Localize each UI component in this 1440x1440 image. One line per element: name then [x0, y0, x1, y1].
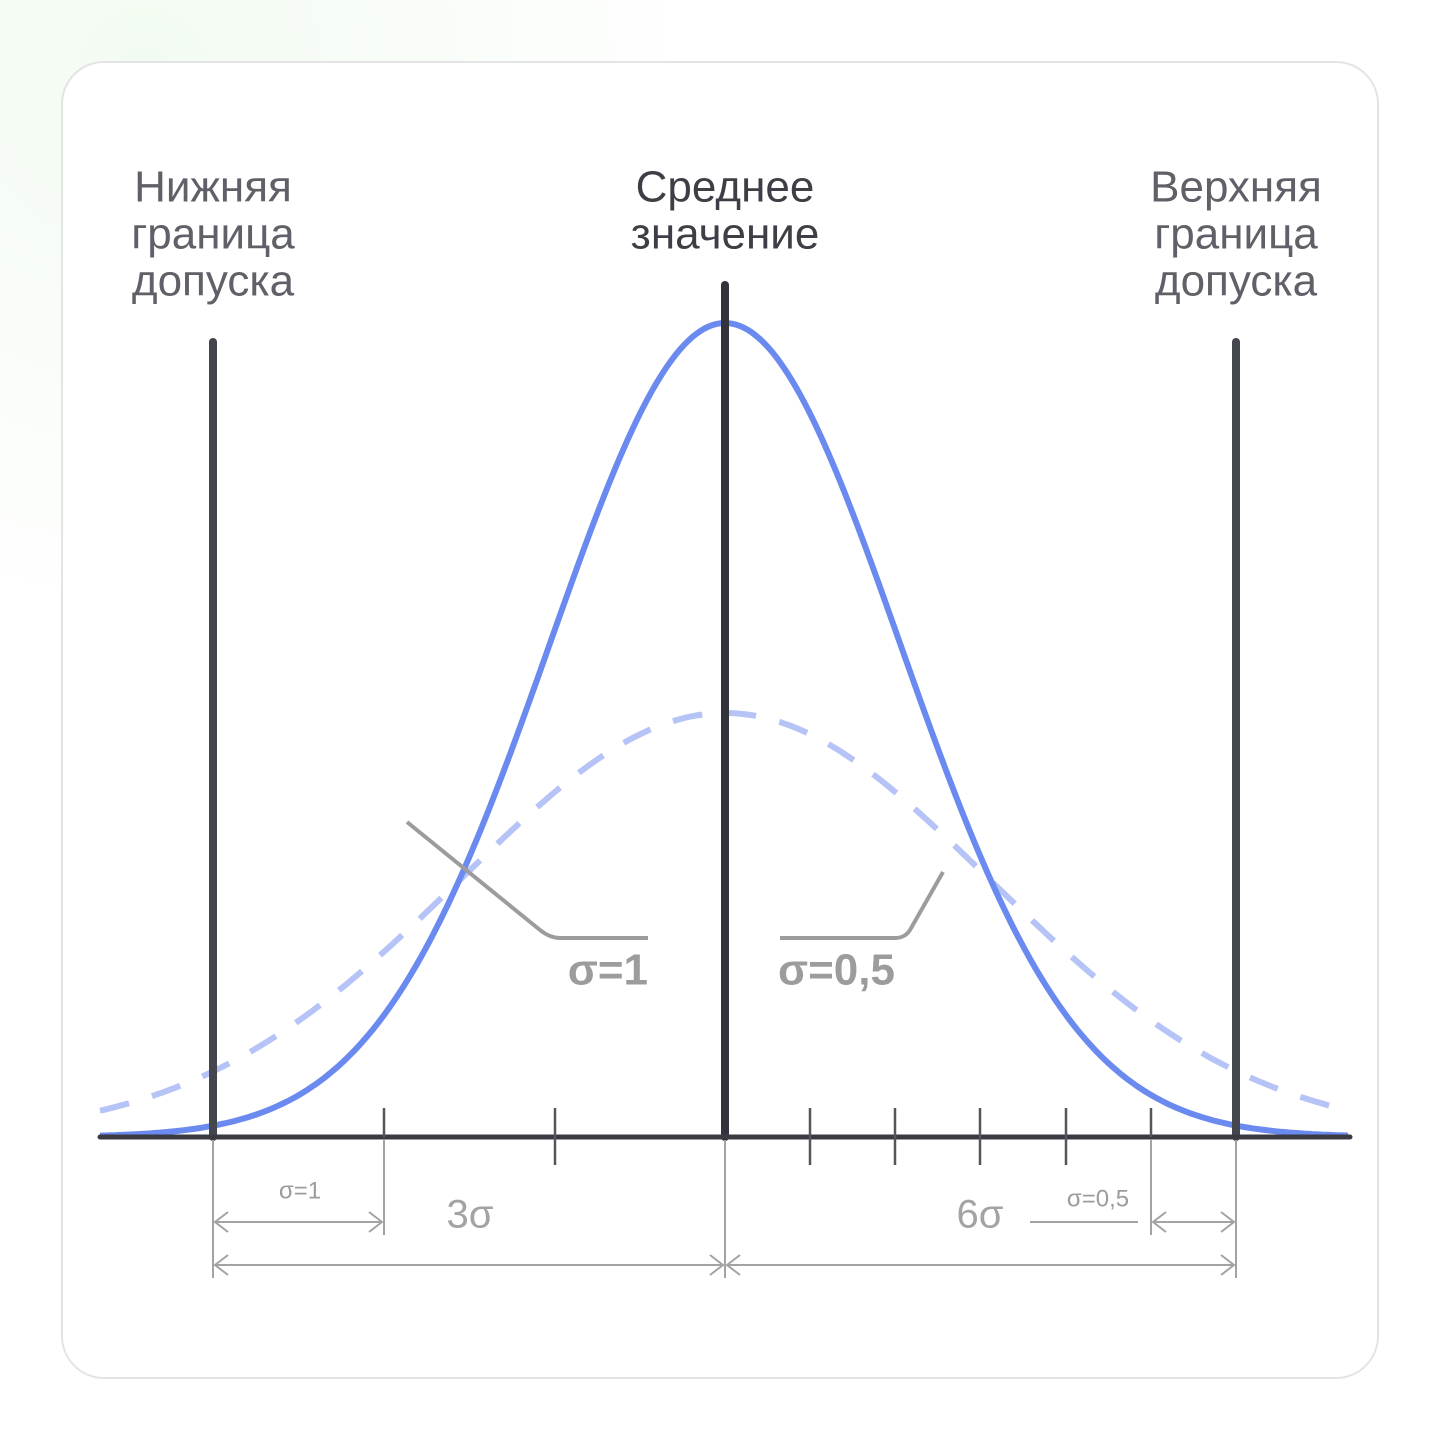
callout-label: σ=1: [568, 946, 648, 995]
wide-curve: [99, 710, 1349, 1114]
card: [61, 61, 1379, 1379]
label: граница: [131, 210, 295, 259]
callout-leader: [780, 871, 945, 940]
label: граница: [1154, 210, 1318, 259]
dimension-label: σ=1: [279, 1177, 321, 1204]
ticks: [382, 1108, 1153, 1165]
label: Среднее: [636, 163, 815, 212]
callout-leader: [405, 820, 648, 940]
dimension-lines: [212, 1140, 1237, 1278]
dimension-label: σ=0,5: [1067, 1185, 1129, 1212]
label: Верхняя: [1150, 163, 1322, 212]
label: допуска: [1155, 257, 1318, 306]
label: Нижняя: [134, 163, 292, 212]
dimension-label: 6σ: [957, 1193, 1004, 1237]
label: значение: [631, 210, 820, 259]
dimension-label: 3σ: [447, 1193, 494, 1237]
callout-label: σ=0,5: [778, 946, 895, 995]
label: допуска: [132, 257, 295, 306]
